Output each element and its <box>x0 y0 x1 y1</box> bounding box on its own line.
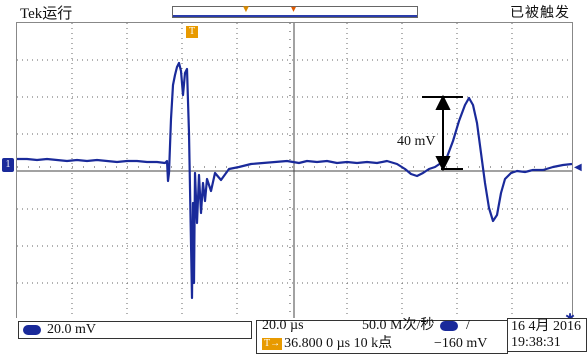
rising-edge-icon: / <box>466 318 470 333</box>
run-state: 运行 <box>42 6 73 22</box>
record-trigger-marker-icon: ▼ <box>241 4 251 15</box>
time-scale: 20.0 µs <box>262 318 304 333</box>
time: 19:38:31 <box>511 335 561 350</box>
trigger-source-indicator-icon <box>440 321 458 331</box>
channel-1-indicator-icon <box>23 324 41 335</box>
brand-label: Tek <box>20 6 43 22</box>
bottom-readout-bar: 20.0 mV 20.0 µs T→ 36.800 0 µs 10 k点 50.0… <box>0 318 588 356</box>
channel-1-scale-readout[interactable]: 20.0 mV <box>18 321 252 339</box>
scope-status: Tek运行 <box>20 2 72 23</box>
date-time-readout: 16 4月 2016 19:38:31 <box>507 318 587 352</box>
date: 16 4月 2016 <box>511 319 581 334</box>
graticule-and-trace <box>17 23 572 321</box>
graticule-axes <box>17 23 572 321</box>
waveform-display[interactable] <box>16 22 573 322</box>
time-position: T→ 36.800 0 µs 10 k点 <box>262 336 392 352</box>
record-length: 10 k点 <box>353 336 393 351</box>
time-position-value: 36.800 0 µs <box>284 336 351 351</box>
channel-1-ground-marker[interactable]: 1 <box>2 158 14 172</box>
axis-ticks <box>17 23 572 321</box>
trigger-status: 已被触发 <box>510 6 570 21</box>
trigger-position-marker[interactable]: T <box>186 26 198 38</box>
channel-1-scale: 20.0 mV <box>47 322 96 337</box>
amplitude-arrow <box>422 94 463 172</box>
position-marker-icon: T→ <box>262 337 283 350</box>
sample-rate: 50.0 M次/秒 <box>362 318 435 333</box>
trigger-level: −160 mV <box>434 336 488 351</box>
signal-trace <box>17 61 572 300</box>
record-window <box>173 7 417 17</box>
record-view-bar[interactable]: ▼ ▾ <box>172 4 418 18</box>
amplitude-annotation: 40 mV <box>396 134 437 150</box>
top-status-bar: Tek运行 ▼ ▾ 已被触发 <box>0 0 588 22</box>
record-position-marker-icon: ▾ <box>291 4 297 15</box>
trigger-level-marker-icon[interactable]: ◀ <box>574 162 582 173</box>
